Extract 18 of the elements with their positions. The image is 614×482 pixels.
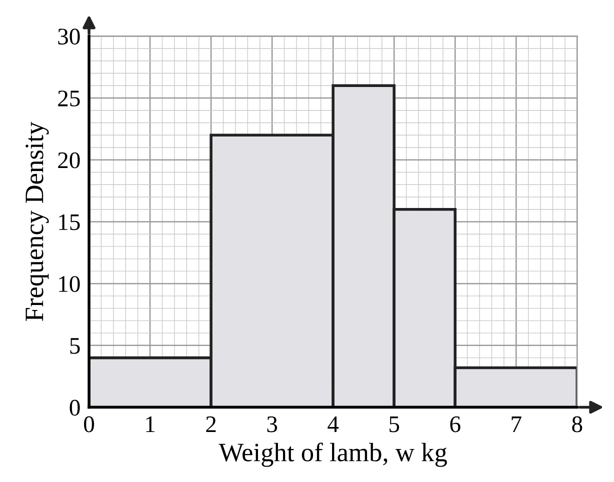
x-tick-label: 1 (146, 416, 155, 432)
x-tick-label: 6 (450, 416, 460, 432)
y-tick-label: 0 (70, 400, 80, 416)
x-axis-title: Weight of lamb, w kg (218, 442, 447, 467)
x-tick-label: 4 (328, 416, 339, 432)
y-tick-label: 15 (59, 214, 80, 230)
y-tick-label: 30 (58, 28, 80, 45)
y-tick-label: 25 (58, 90, 80, 106)
y-tick-label: 20 (58, 152, 80, 168)
x-tick-label: 7 (512, 416, 522, 432)
y-axis-title: Frequency Density (26, 122, 49, 321)
x-tick-label: 5 (390, 416, 400, 432)
x-tick-label: 0 (84, 416, 94, 432)
y-tick-label: 5 (70, 338, 80, 354)
x-tick-label: 3 (267, 416, 278, 432)
x-tick-label: 8 (572, 416, 582, 432)
x-tick-label: 2 (206, 416, 216, 432)
y-tick-label: 10 (59, 276, 80, 292)
